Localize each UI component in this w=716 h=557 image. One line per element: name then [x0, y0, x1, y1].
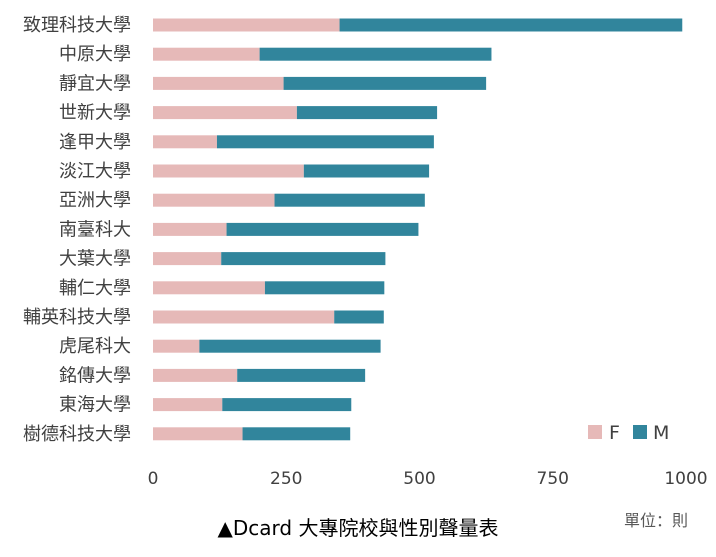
chart-caption: ▲Dcard 大專院校與性別聲量表	[217, 516, 499, 540]
category-label: 淡江大學	[59, 161, 131, 182]
unit-note: 單位：則	[623, 511, 688, 530]
category-label: 東海大學	[59, 395, 131, 416]
bar-f	[153, 47, 260, 61]
bar-f	[153, 281, 265, 295]
category-label: 世新大學	[59, 103, 131, 124]
bar-m	[199, 339, 381, 353]
category-label: 致理科技大學	[23, 15, 131, 36]
category-label: 南臺科大	[59, 219, 131, 240]
bar-f	[153, 106, 297, 120]
bars	[153, 18, 683, 441]
legend: F M	[588, 422, 669, 444]
category-label: 大葉大學	[59, 249, 131, 270]
category-labels: 致理科技大學中原大學靜宜大學世新大學逢甲大學淡江大學亞洲大學南臺科大大葉大學輔仁…	[23, 15, 131, 445]
bar-m	[221, 252, 386, 266]
x-tick-label: 1000	[664, 469, 707, 489]
bar-m	[283, 76, 487, 90]
bar-m	[274, 193, 425, 207]
x-tick-label: 0	[148, 469, 159, 489]
category-label: 逢甲大學	[59, 132, 131, 153]
bar-m	[216, 135, 434, 149]
x-tick-label: 750	[537, 469, 569, 489]
x-tick-label: 500	[403, 469, 435, 489]
category-label: 輔仁大學	[59, 278, 131, 299]
bar-m	[226, 222, 419, 236]
bar-m	[237, 368, 366, 382]
bar-f	[153, 164, 304, 178]
category-label: 靜宜大學	[59, 73, 131, 94]
category-label: 虎尾科大	[59, 336, 131, 357]
bar-f	[153, 18, 340, 32]
category-label: 中原大學	[59, 44, 131, 65]
bar-f	[153, 193, 275, 207]
bar-f	[153, 368, 238, 382]
bar-f	[153, 427, 243, 441]
legend-swatch-f	[588, 425, 602, 439]
bar-m	[303, 164, 430, 178]
x-tick-label: 250	[270, 469, 302, 489]
bar-f	[153, 398, 223, 412]
bar-f	[153, 76, 284, 90]
bar-m	[296, 106, 438, 120]
legend-label-m: M	[653, 422, 669, 444]
bar-f	[153, 252, 222, 266]
category-label: 樹德科技大學	[23, 424, 131, 445]
x-axis-ticks: 0 250 500 750 1000	[148, 469, 708, 489]
bar-m	[334, 310, 384, 324]
bar-m	[339, 18, 683, 32]
bar-f	[153, 339, 200, 353]
category-label: 銘傳大學	[59, 365, 131, 386]
legend-label-f: F	[609, 422, 620, 444]
bar-f	[153, 222, 227, 236]
bar-f	[153, 135, 217, 149]
bar-f	[153, 310, 335, 324]
bar-m	[222, 398, 352, 412]
category-label: 輔英科技大學	[23, 307, 131, 328]
category-label: 亞洲大學	[59, 190, 131, 211]
legend-swatch-m	[633, 425, 647, 439]
bar-m	[264, 281, 385, 295]
bar-m	[259, 47, 492, 61]
bar-m	[242, 427, 351, 441]
